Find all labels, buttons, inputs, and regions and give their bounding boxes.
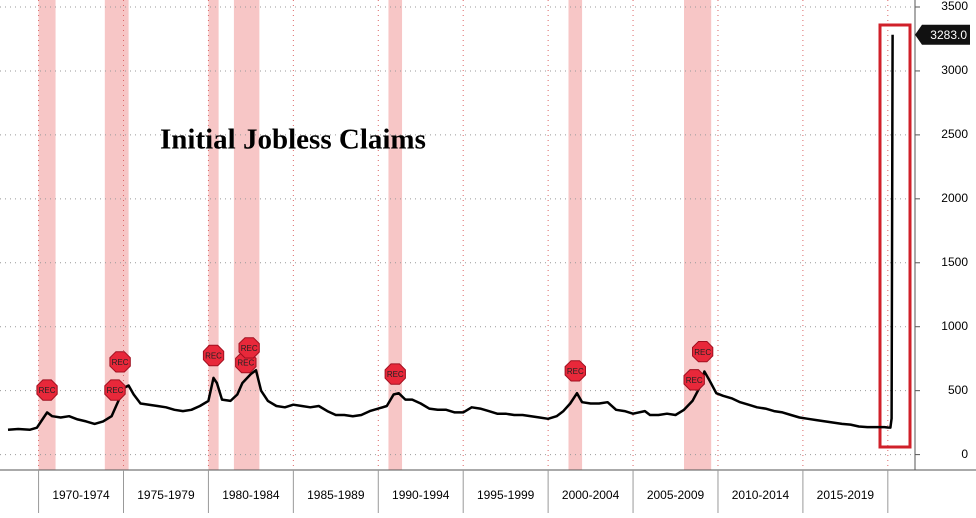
recession-band xyxy=(38,0,56,470)
x-period-label: 1980-1984 xyxy=(222,488,280,502)
x-period-label: 1985-1989 xyxy=(307,488,365,502)
y-tick-label: 500 xyxy=(948,383,968,397)
rec-marker xyxy=(384,363,406,385)
rec-marker xyxy=(564,360,586,382)
y-tick-label: 3500 xyxy=(941,0,968,13)
x-period-label: 2005-2009 xyxy=(647,488,705,502)
y-tick-label: 2500 xyxy=(941,127,968,141)
x-period-label: 2000-2004 xyxy=(562,488,620,502)
rec-marker xyxy=(109,351,131,373)
x-period-label: 1975-1979 xyxy=(137,488,195,502)
grid xyxy=(0,0,915,470)
highlight-box xyxy=(878,23,912,449)
value-label: 3283.0 xyxy=(930,28,967,42)
rec-marker-label: REC xyxy=(205,352,222,361)
rec-marker xyxy=(104,379,126,401)
recession-band xyxy=(388,0,403,470)
rec-marker-label: REC xyxy=(694,348,711,357)
y-tick-label: 3000 xyxy=(941,63,968,77)
y-tick-label: 1000 xyxy=(941,319,968,333)
x-period-label: 1990-1994 xyxy=(392,488,450,502)
x-period-label: 1995-1999 xyxy=(477,488,535,502)
rec-marker xyxy=(238,337,260,359)
rec-marker xyxy=(202,344,225,367)
x-period-label: 2015-2019 xyxy=(817,488,875,502)
rec-marker-label: REC xyxy=(39,386,56,395)
x-period-label: 1970-1974 xyxy=(52,488,110,502)
recession-band xyxy=(568,0,583,470)
rec-marker-label: REC xyxy=(241,344,258,353)
claims-line xyxy=(7,34,894,431)
value-label-box xyxy=(915,24,970,45)
x-period-label: 2010-2014 xyxy=(732,488,790,502)
rec-marker xyxy=(36,379,58,401)
recession-band xyxy=(684,0,712,470)
rec-marker-label: REC xyxy=(112,358,129,367)
rec-marker-label: REC xyxy=(107,386,124,395)
rec-marker-label: REC xyxy=(387,370,404,379)
rec-marker-label: REC xyxy=(567,367,584,376)
y-tick-label: 0 xyxy=(961,447,968,461)
rec-marker-label: REC xyxy=(237,359,254,368)
y-tick-label: 2000 xyxy=(941,191,968,205)
y-tick-label: 1500 xyxy=(941,255,968,269)
rec-marker xyxy=(692,341,714,363)
recession-band xyxy=(208,0,219,470)
chart-title: Initial Jobless Claims xyxy=(160,124,426,156)
rec-marker xyxy=(683,369,705,391)
rec-marker-label: REC xyxy=(686,376,703,385)
